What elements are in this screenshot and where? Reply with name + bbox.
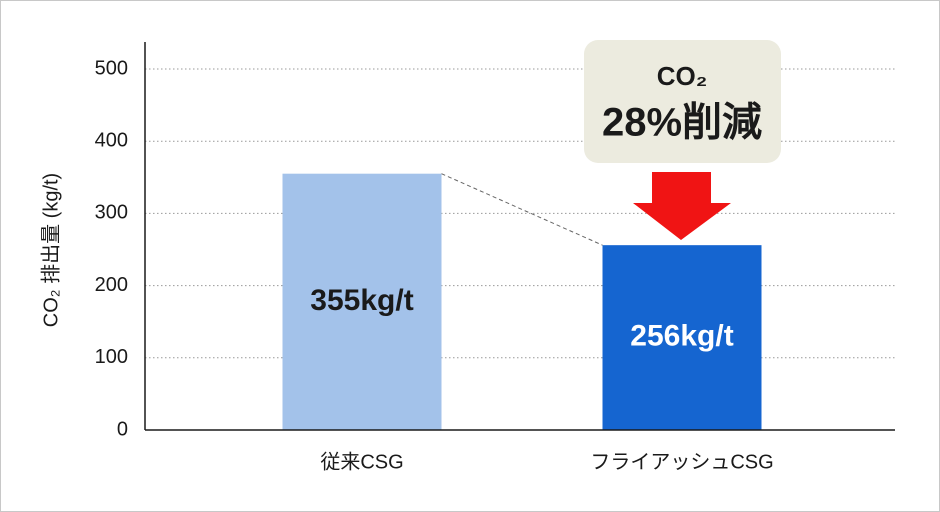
y-tick-label: 200: [95, 274, 128, 296]
y-tick-label: 0: [117, 418, 128, 440]
x-tick-label: 従来CSG: [320, 450, 403, 473]
y-tick-label: 500: [95, 57, 128, 79]
y-axis-label: CO₂ 排出量 (kg/t): [39, 173, 62, 327]
annotation-box: [584, 40, 781, 163]
connector-line: [441, 173, 603, 246]
reduction-arrow: [633, 172, 731, 240]
x-tick-label: フライアッシュCSG: [590, 451, 773, 473]
bar: [602, 245, 762, 430]
y-tick-label: 300: [95, 202, 128, 224]
y-tick-label: 400: [95, 129, 128, 151]
y-tick-label: 100: [95, 346, 128, 368]
value-label: 355kg/t: [310, 284, 413, 317]
annotation-line1: CO₂: [657, 61, 708, 91]
value-label: 256kg/t: [630, 320, 733, 353]
annotation-line2: 28%削減: [602, 101, 762, 145]
bar: [282, 173, 442, 430]
